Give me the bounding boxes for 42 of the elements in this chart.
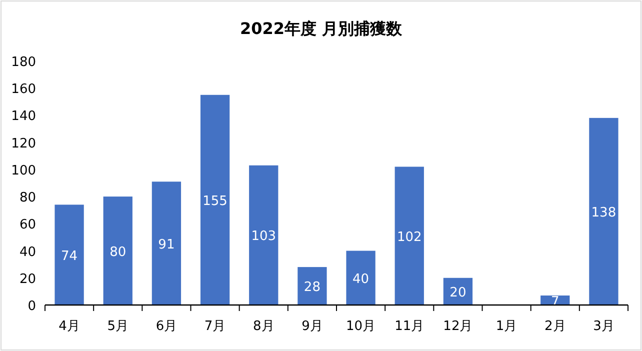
- y-tick-label: 160: [11, 82, 36, 98]
- bar: [346, 250, 376, 305]
- x-tick-label: 3月: [593, 319, 614, 334]
- data-label: 155: [202, 194, 228, 209]
- x-tick-label: 4月: [58, 319, 80, 334]
- x-tick-label: 2月: [544, 319, 566, 334]
- data-label: 40: [352, 272, 370, 287]
- bar: [394, 166, 424, 305]
- y-tick-label: 140: [11, 109, 36, 124]
- x-tick-label: 1月: [496, 319, 518, 334]
- data-label: 138: [591, 205, 616, 220]
- x-tick-label: 11月: [394, 319, 424, 334]
- data-label: 28: [304, 280, 320, 296]
- x-tick-label: 9月: [302, 319, 323, 334]
- y-tick-label: 20: [19, 272, 36, 287]
- y-tick-label: 100: [11, 163, 36, 178]
- y-tick-label: 40: [19, 244, 36, 260]
- y-tick-label: 180: [11, 55, 36, 70]
- bar: [249, 165, 278, 305]
- x-tick-label: 6月: [156, 319, 178, 334]
- x-tick-label: 7月: [204, 319, 226, 334]
- data-label: 74: [61, 248, 78, 264]
- data-label: 91: [158, 237, 175, 252]
- y-tick-label: 80: [19, 190, 36, 206]
- bar: [152, 182, 182, 305]
- x-tick-label: 10月: [346, 319, 376, 334]
- data-label: 80: [110, 244, 126, 260]
- bar: [298, 267, 327, 305]
- data-label: 102: [396, 230, 422, 245]
- y-tick-label: 120: [11, 136, 36, 152]
- bar: [200, 94, 230, 305]
- x-tick-label: 12月: [443, 319, 473, 334]
- data-label: 103: [251, 229, 276, 244]
- y-tick-label: 60: [19, 218, 36, 233]
- bar: [589, 118, 618, 305]
- x-tick-label: 8月: [252, 319, 274, 334]
- y-tick-label: 0: [28, 299, 36, 314]
- data-label: 20: [450, 285, 466, 300]
- bar: [54, 204, 84, 305]
- x-tick-label: 5月: [107, 319, 129, 334]
- bar: [103, 196, 132, 305]
- chart-title: 2022年度 月別捕獲数: [240, 19, 404, 38]
